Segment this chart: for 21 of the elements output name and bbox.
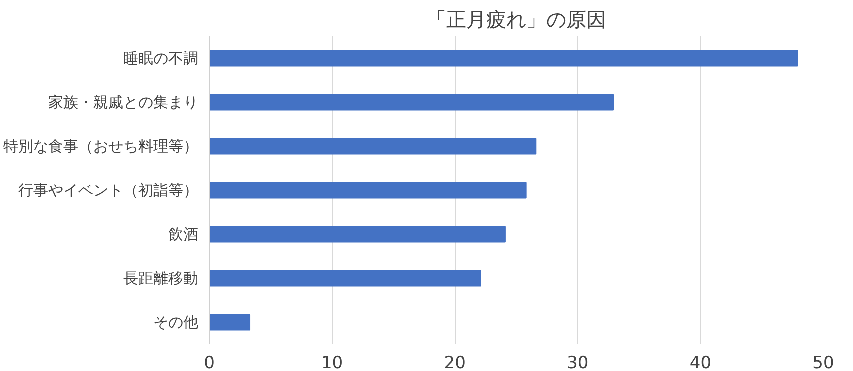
bar	[210, 138, 537, 155]
bar	[210, 226, 506, 243]
y-tick-label: その他	[154, 314, 198, 332]
y-tick-label: 特別な食事（おせち料理等）	[4, 138, 198, 156]
x-tick-label: 0	[204, 354, 215, 371]
x-tick-label: 50	[812, 354, 834, 371]
bar	[210, 314, 251, 331]
bar	[210, 270, 482, 287]
y-tick-label: 行事やイベント（初詣等）	[18, 182, 198, 200]
x-tick-label: 30	[567, 354, 589, 371]
x-tick-label: 10	[321, 354, 344, 371]
chart-title: 「正月疲れ」の原因	[426, 8, 606, 32]
y-tick-label: 長距離移動	[124, 270, 198, 288]
y-tick-label: 睡眠の不調	[124, 50, 198, 68]
x-tick-label: 20	[444, 354, 466, 371]
y-tick-label: 飲酒	[168, 226, 198, 244]
x-tick-label: 40	[690, 354, 712, 371]
bar	[210, 182, 527, 199]
y-tick-label: 家族・親戚との集まり	[48, 94, 198, 112]
bar	[210, 50, 798, 67]
bar	[210, 94, 614, 111]
